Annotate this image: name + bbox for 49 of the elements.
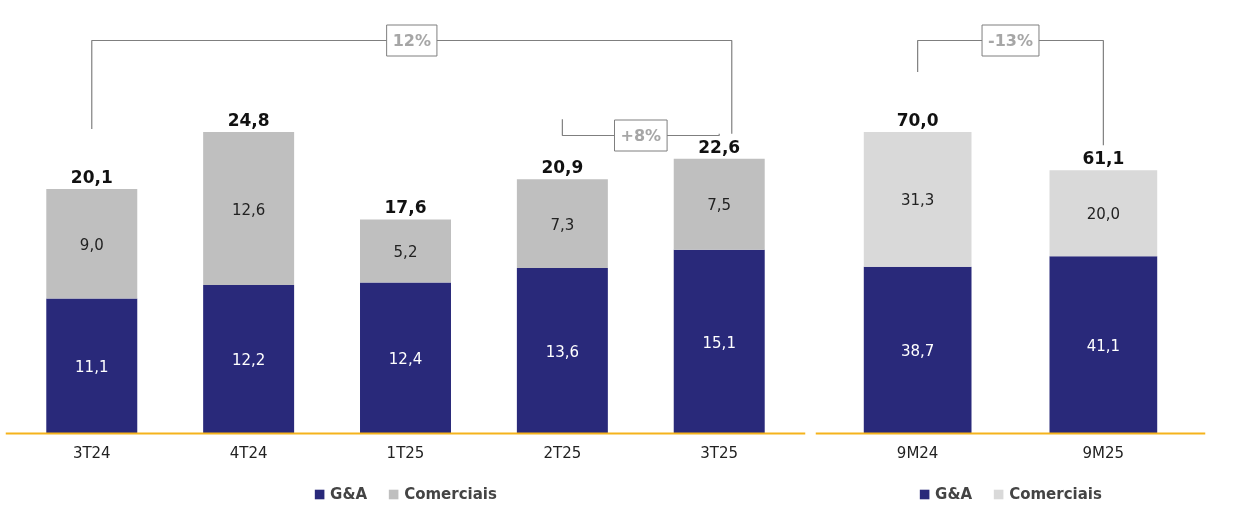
bar [360, 219, 451, 283]
x-tick-label: 3T25 [700, 444, 739, 463]
bar [360, 282, 451, 434]
data-label: 38,7 [900, 341, 935, 360]
data-label: 5,2 [393, 243, 418, 262]
total-label: 24,8 [227, 110, 270, 131]
bar [673, 249, 765, 434]
data-label: 13,6 [545, 342, 580, 361]
x-tick-label: 3T24 [72, 444, 111, 463]
x-tick-label: 1T25 [386, 444, 425, 463]
bar [46, 298, 138, 434]
data-label: 20,0 [1086, 205, 1121, 224]
legend-label: Comerciais [1009, 485, 1102, 503]
x-tick-label: 9M25 [1082, 444, 1125, 463]
data-label: 7,5 [707, 196, 732, 215]
legend-label: G&A [935, 485, 973, 503]
total-label: 70,0 [896, 110, 939, 131]
data-label: 12,6 [231, 200, 266, 219]
bar [516, 179, 608, 269]
bar [46, 189, 138, 299]
bar [673, 158, 765, 250]
total-label: 20,9 [541, 157, 584, 178]
legend-label: G&A [330, 485, 368, 503]
annotation: +8% [620, 126, 662, 145]
bar [863, 266, 972, 434]
x-tick-label: 2T25 [543, 444, 582, 463]
total-label: 61,1 [1082, 148, 1125, 169]
bar [1049, 256, 1158, 434]
bar [203, 132, 295, 286]
bar [203, 285, 295, 434]
data-label: 12,4 [388, 349, 423, 368]
data-label: 9,0 [79, 235, 104, 254]
total-label: 17,6 [384, 197, 427, 218]
total-label: 20,1 [70, 167, 113, 188]
data-label: 41,1 [1086, 336, 1121, 355]
data-label: 7,3 [550, 215, 575, 234]
data-label: 15,1 [702, 333, 736, 352]
x-tick-label: 9M24 [896, 444, 939, 463]
data-label: 11,1 [75, 357, 109, 376]
bar [1049, 170, 1158, 257]
total-label: 22,6 [698, 136, 741, 157]
data-label: 31,3 [900, 191, 935, 210]
bar [516, 268, 608, 434]
data-label: 12,2 [231, 351, 266, 370]
text: -13% [988, 31, 1033, 50]
legend-label: Comerciais [404, 485, 497, 503]
x-tick-label: 4T24 [229, 444, 268, 463]
bar [863, 132, 972, 267]
text: 12% [392, 31, 431, 50]
